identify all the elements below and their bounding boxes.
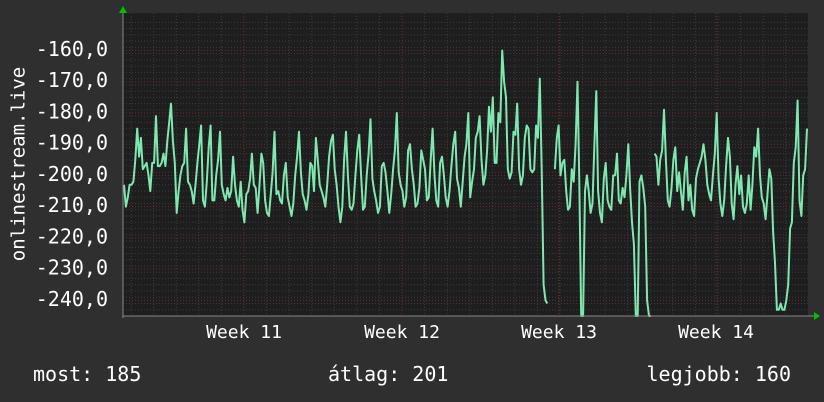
x-tick-label: Week 12 xyxy=(364,322,440,343)
x-tick-label: Week 11 xyxy=(206,322,282,343)
grid-major xyxy=(123,13,808,316)
y-tick-label: -190,0 xyxy=(36,131,108,155)
y-tick-labels: -160,0 -170,0 -180,0 -190,0 -200,0 -210,0 -220… xyxy=(36,37,108,311)
y-tick-label: -220,0 xyxy=(36,224,108,248)
y-axis-label: onlinestream.live xyxy=(8,67,30,261)
y-axis-arrow xyxy=(119,6,127,13)
y-tick-label: -230,0 xyxy=(36,256,108,280)
plot-area xyxy=(123,13,808,316)
y-tick-label: -210,0 xyxy=(36,193,108,217)
y-tick-label: -180,0 xyxy=(36,99,108,123)
average-value: átlag: 201 xyxy=(328,362,449,386)
series-line xyxy=(123,49,808,317)
x-tick-labels: Week 11 Week 12 Week 13 Week 14 xyxy=(206,322,754,343)
y-tick-label: -200,0 xyxy=(36,162,108,186)
best-value: legjobb: 160 xyxy=(646,362,792,386)
x-axis-arrow xyxy=(814,312,820,320)
x-tick-label: Week 13 xyxy=(521,322,597,343)
y-tick-label: -170,0 xyxy=(36,68,108,92)
current-value: most: 185 xyxy=(33,362,142,386)
x-tick-label: Week 14 xyxy=(678,322,754,343)
series-lines xyxy=(123,49,808,317)
y-tick-label: -240,0 xyxy=(36,287,108,311)
y-tick-label: -160,0 xyxy=(36,37,108,61)
